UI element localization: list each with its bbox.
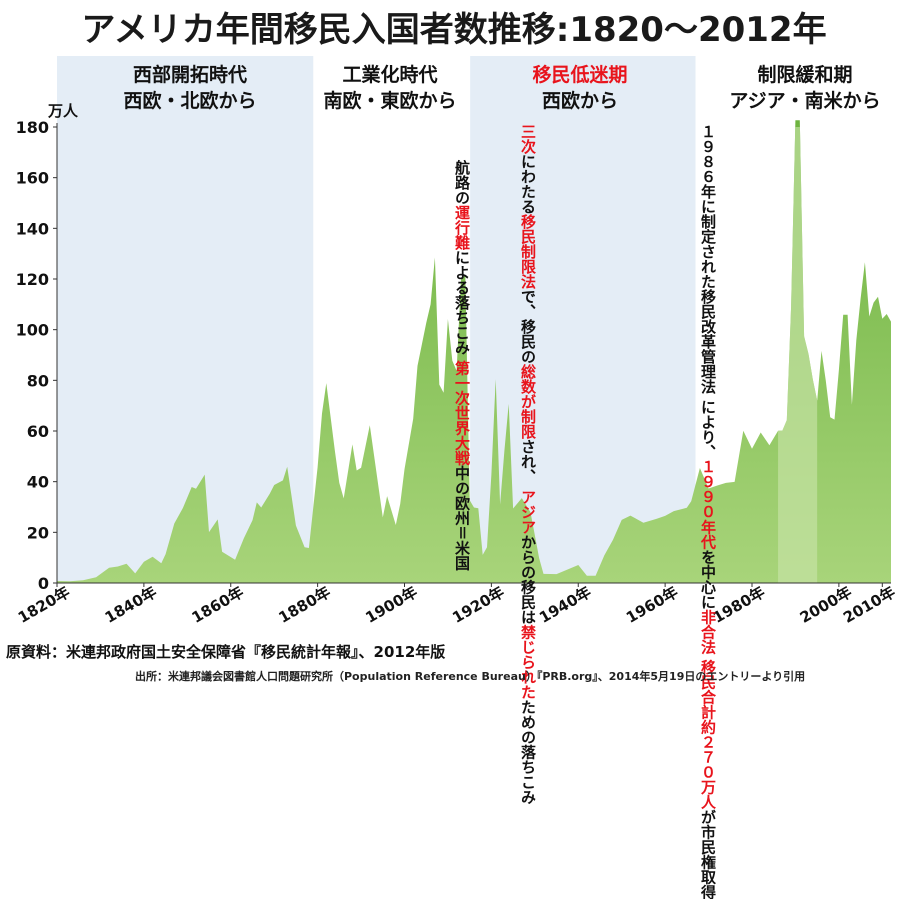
annotation-reform-col3: 移民合計約２７０万人が市民権取得 (699, 659, 717, 899)
x-tick-label: 1880年 (275, 583, 333, 627)
annotation-wwi-col2: 第一次世界大戦中の欧州＝米国 (453, 360, 471, 571)
annotation-reform-col2: により、１９９０年代を中心に非合法 (699, 399, 717, 655)
era-label-low: 移民低迷期 西欧から (490, 62, 670, 114)
y-tick-label: 0 (38, 574, 49, 593)
y-tick-label: 180 (16, 118, 49, 137)
era-name: 移民低迷期 (532, 64, 628, 86)
y-tick-label: 60 (27, 422, 49, 441)
era-name: 制限緩和期 (757, 64, 853, 86)
source-sub: 出所：米連邦議会図書館人口問題研究所（Population Reference … (135, 670, 806, 683)
x-tick-label: 1940年 (536, 583, 594, 627)
y-tick-label: 160 (16, 169, 49, 188)
y-tick-label: 40 (27, 473, 49, 492)
era-label-west: 西部開拓時代 西欧・北欧から (90, 62, 290, 114)
x-tick-label: 1900年 (362, 583, 420, 627)
y-tick-label: 80 (27, 371, 49, 390)
era-name: 西部開拓時代 (132, 64, 247, 86)
era-name: 工業化時代 (342, 64, 438, 86)
era-origin: アジア・南米から (729, 90, 881, 112)
annotation-restriction: 三次にわたる移民制限法で、移民の総数が制限され、 アジアからの移民は禁じられたた… (518, 124, 537, 804)
chart-title: アメリカ年間移民入国者数推移:1820～2012年 (81, 10, 827, 50)
era-label-relaxed: 制限緩和期 アジア・南米から (710, 62, 900, 114)
annotation-reform-col1: １９８６年に制定された移民改革管理法 (699, 124, 717, 394)
y-tick-label: 20 (27, 523, 49, 542)
x-tick-label: 1960年 (623, 583, 681, 627)
y-tick-label: 120 (16, 270, 49, 289)
annotation-wwi-col1: 航路の運行難による落ちこみ (453, 160, 471, 355)
era-label-industrial: 工業化時代 南欧・東欧から (305, 62, 475, 114)
x-tick-label: 1980年 (710, 583, 768, 627)
era-origin: 南欧・東欧から (323, 90, 457, 112)
x-tick-label: 1920年 (449, 583, 507, 627)
annotation-restriction-col1: 三次にわたる移民制限法で、移民の総数が制限され、 (519, 124, 537, 484)
x-tick-label: 1840年 (102, 583, 160, 627)
source-main: 原資料：米連邦政府国土安全保障省『移民統計年報』、2012年版 (6, 643, 446, 661)
y-tick-label: 140 (16, 219, 49, 238)
annotation-restriction-col2: アジアからの移民は禁じられたための落ちこみ (519, 489, 537, 805)
era-bands (57, 56, 696, 583)
y-unit-label: 万人 (48, 102, 79, 120)
era-origin: 西欧・北欧から (123, 90, 257, 112)
annotation-wwi: 航路の運行難による落ちこみ 第一次世界大戦中の欧州＝米国 (452, 160, 471, 570)
annotation-reform: １９８６年に制定された移民改革管理法 により、１９９０年代を中心に非合法 移民合… (698, 124, 717, 899)
y-tick-label: 100 (16, 321, 49, 340)
legalization-highlight (778, 127, 818, 583)
x-tick-label: 1860年 (189, 583, 247, 627)
era-origin: 西欧から (541, 90, 618, 112)
